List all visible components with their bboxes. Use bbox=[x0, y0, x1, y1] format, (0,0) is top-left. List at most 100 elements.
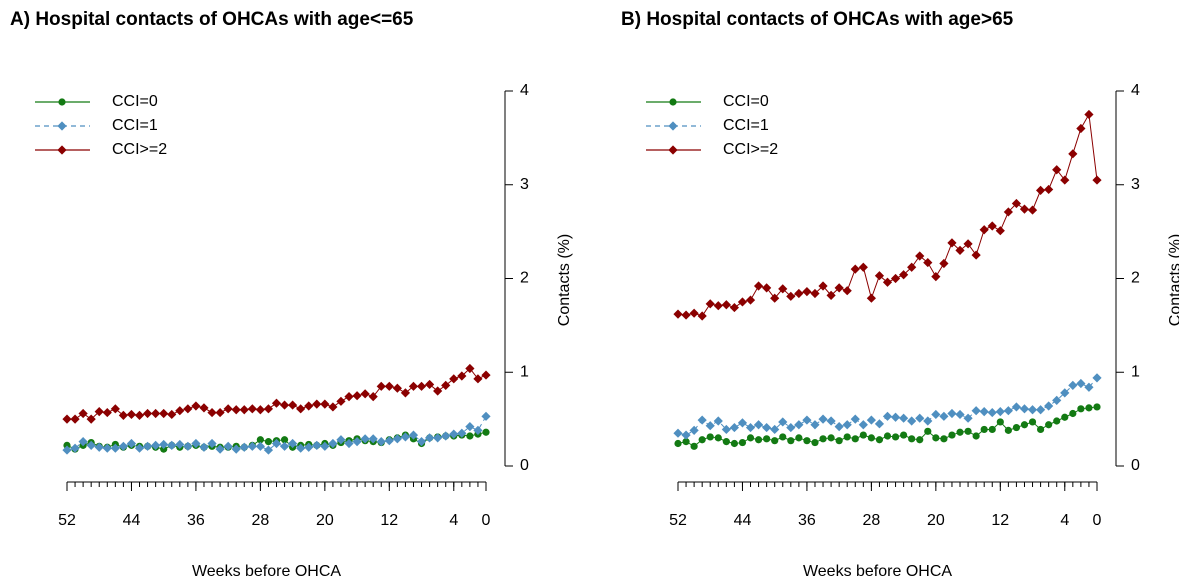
point bbox=[159, 408, 169, 419]
point bbox=[955, 245, 965, 255]
x-tick-label: 44 bbox=[123, 512, 141, 529]
point bbox=[1027, 205, 1038, 215]
point bbox=[987, 221, 997, 231]
point bbox=[433, 386, 443, 396]
point bbox=[465, 422, 475, 432]
legend-marker bbox=[669, 98, 677, 106]
point bbox=[1004, 426, 1012, 434]
x-tick-label: 28 bbox=[862, 512, 880, 529]
point bbox=[126, 438, 137, 449]
point bbox=[312, 440, 322, 450]
point bbox=[1068, 380, 1078, 390]
point bbox=[721, 424, 731, 435]
point bbox=[134, 410, 145, 420]
point bbox=[899, 270, 909, 280]
point bbox=[86, 440, 96, 450]
point bbox=[963, 413, 973, 423]
point bbox=[70, 414, 80, 424]
point bbox=[481, 411, 491, 421]
point bbox=[811, 438, 819, 447]
point bbox=[1084, 382, 1094, 392]
point bbox=[167, 409, 177, 420]
point bbox=[102, 407, 112, 418]
point bbox=[441, 380, 451, 390]
y-axis-label: Contacts (%) bbox=[1167, 234, 1179, 326]
point bbox=[288, 438, 298, 449]
point bbox=[890, 273, 901, 284]
point bbox=[818, 281, 828, 291]
point bbox=[142, 408, 153, 419]
point bbox=[328, 402, 338, 412]
point bbox=[745, 422, 756, 433]
point bbox=[900, 431, 908, 439]
point bbox=[939, 258, 949, 269]
point bbox=[151, 440, 161, 450]
point bbox=[360, 434, 370, 444]
x-tick-label: 28 bbox=[251, 512, 269, 529]
x-tick-label: 52 bbox=[58, 512, 76, 529]
point bbox=[1036, 425, 1045, 434]
y-tick-label: 2 bbox=[520, 270, 529, 287]
point bbox=[843, 433, 851, 441]
point bbox=[457, 371, 467, 381]
x-tick-label: 44 bbox=[734, 512, 752, 529]
point bbox=[891, 433, 900, 441]
point bbox=[883, 432, 892, 440]
point bbox=[971, 250, 981, 260]
point bbox=[271, 398, 282, 408]
point bbox=[794, 288, 804, 299]
point bbox=[858, 420, 868, 430]
point bbox=[923, 416, 933, 426]
point bbox=[1045, 421, 1053, 429]
point bbox=[1012, 423, 1021, 432]
point bbox=[794, 420, 804, 430]
point bbox=[1060, 175, 1070, 185]
y-tick-label: 3 bbox=[1131, 176, 1140, 193]
point bbox=[882, 277, 893, 287]
point bbox=[110, 443, 120, 453]
point bbox=[304, 442, 314, 452]
point bbox=[738, 438, 747, 447]
point bbox=[802, 415, 812, 425]
point bbox=[697, 415, 707, 425]
point bbox=[215, 444, 225, 454]
point bbox=[713, 416, 723, 426]
point bbox=[899, 413, 909, 423]
point bbox=[336, 435, 346, 445]
point bbox=[288, 400, 298, 410]
point bbox=[1020, 421, 1029, 429]
x-tick-label: 4 bbox=[1060, 512, 1069, 529]
point bbox=[94, 442, 104, 452]
point bbox=[191, 401, 201, 411]
point bbox=[416, 381, 427, 391]
point bbox=[368, 392, 378, 402]
point bbox=[247, 404, 257, 414]
y-tick-label: 0 bbox=[1131, 457, 1140, 474]
x-tick-label: 36 bbox=[187, 512, 205, 529]
point bbox=[866, 293, 876, 303]
point bbox=[890, 412, 901, 422]
y-tick-label: 0 bbox=[520, 457, 529, 474]
point bbox=[1092, 373, 1102, 383]
point bbox=[826, 290, 836, 300]
point bbox=[963, 239, 973, 249]
point bbox=[932, 434, 940, 442]
point bbox=[1053, 417, 1061, 425]
point bbox=[705, 421, 715, 431]
point bbox=[279, 400, 290, 410]
point bbox=[94, 407, 104, 417]
point bbox=[673, 428, 683, 438]
point bbox=[779, 433, 787, 441]
point bbox=[78, 408, 88, 419]
point bbox=[1027, 405, 1038, 415]
point bbox=[247, 441, 257, 451]
point bbox=[312, 399, 322, 409]
point bbox=[988, 425, 996, 434]
point bbox=[916, 436, 924, 444]
legend-marker bbox=[668, 121, 678, 131]
point bbox=[433, 433, 443, 443]
legend-marker bbox=[668, 145, 678, 155]
point bbox=[673, 309, 683, 319]
point bbox=[714, 434, 722, 442]
point bbox=[915, 413, 925, 423]
